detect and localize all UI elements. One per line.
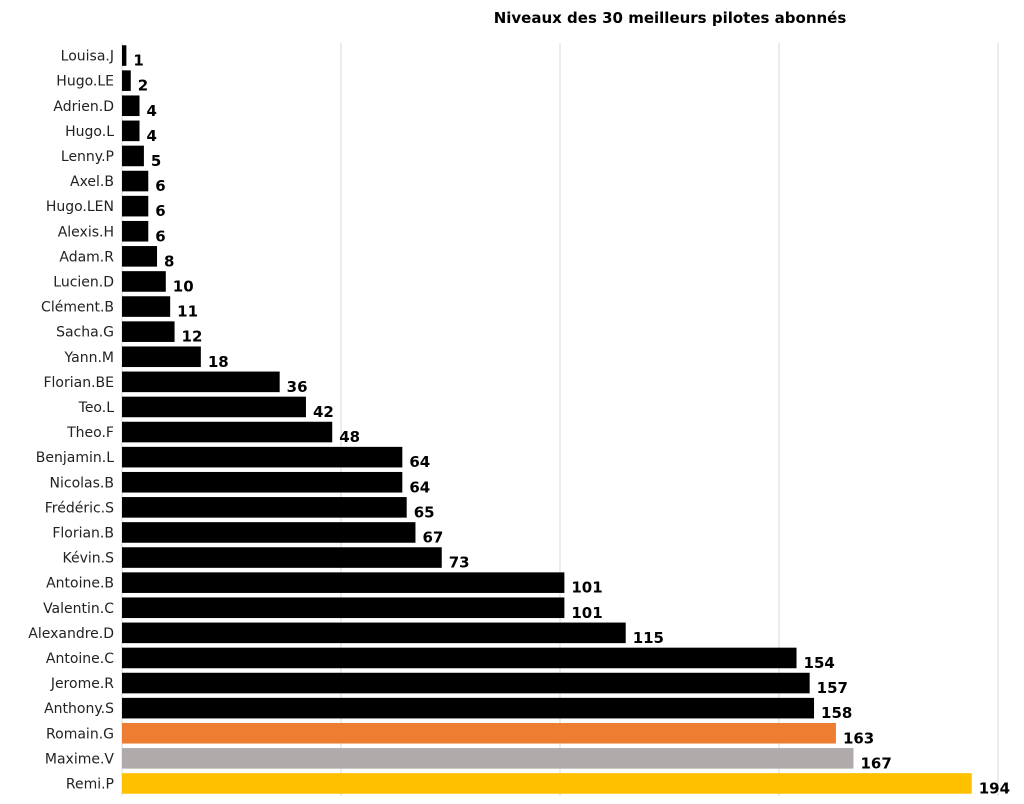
category-label: Alexis.H: [58, 224, 114, 240]
value-label: 157: [817, 679, 848, 697]
bar: [122, 572, 565, 593]
bar: [122, 421, 333, 443]
bar: [122, 446, 403, 468]
category-label: Lenny.P: [61, 149, 114, 165]
category-label: Kévin.S: [63, 551, 115, 567]
category-label: Teo.L: [78, 400, 115, 416]
value-label: 11: [177, 303, 198, 321]
bar: [122, 471, 403, 493]
category-label: Adrien.D: [53, 99, 114, 115]
bar: [122, 45, 127, 66]
bar: [122, 321, 175, 342]
value-label: 18: [208, 353, 229, 371]
value-label: 194: [979, 779, 1010, 797]
bar: [122, 773, 972, 794]
value-label: 48: [339, 428, 360, 446]
value-label: 8: [164, 252, 174, 270]
bar: [122, 346, 201, 368]
bar: [122, 647, 797, 669]
value-label: 6: [155, 227, 165, 245]
value-label: 64: [409, 453, 430, 471]
category-label: Florian.B: [52, 525, 114, 541]
category-label: Yann.M: [64, 350, 114, 366]
category-label: Benjamin.L: [36, 450, 114, 466]
value-label: 36: [287, 378, 308, 396]
bar: [122, 597, 565, 619]
category-label: Clément.B: [41, 300, 114, 316]
value-label: 167: [860, 754, 891, 772]
value-label: 4: [147, 102, 157, 120]
category-label: Valentin.C: [43, 601, 114, 617]
bar: [122, 722, 836, 744]
value-label: 4: [147, 127, 157, 145]
value-label: 154: [804, 654, 835, 672]
bar: [122, 145, 144, 167]
bar: [122, 396, 306, 418]
bar: [122, 220, 149, 242]
bar: [122, 271, 166, 292]
value-label: 163: [843, 729, 874, 747]
bar: [122, 95, 140, 117]
category-label: Hugo.L: [65, 124, 114, 140]
value-label: 2: [138, 77, 148, 95]
category-label: Remi.P: [66, 776, 114, 792]
value-label: 65: [414, 503, 435, 521]
bar: [122, 622, 626, 644]
bar: [122, 522, 416, 543]
category-label: Lucien.D: [53, 274, 114, 290]
bar: [122, 371, 280, 393]
category-label: Adam.R: [59, 249, 114, 265]
value-label: 5: [151, 152, 161, 170]
category-label: Hugo.LEN: [46, 199, 114, 215]
bar: [122, 547, 442, 568]
category-label: Anthony.S: [44, 701, 114, 717]
category-label: Louisa.J: [61, 49, 114, 65]
value-label: 115: [633, 629, 664, 647]
category-label: Alexandre.D: [28, 626, 114, 642]
category-label: Jerome.R: [50, 676, 114, 692]
bar: [122, 195, 149, 217]
category-label: Antoine.C: [46, 651, 114, 667]
category-label: Maxime.V: [45, 751, 115, 767]
value-label: 6: [155, 202, 165, 220]
value-label: 67: [422, 528, 443, 546]
value-label: 6: [155, 177, 165, 195]
category-label: Florian.BE: [43, 375, 114, 391]
bar: [122, 672, 810, 694]
category-label: Romain.G: [46, 726, 114, 742]
bar: [122, 296, 171, 317]
category-label: Theo.F: [66, 425, 114, 441]
category-label: Sacha.G: [56, 325, 114, 341]
value-label: 158: [821, 704, 852, 722]
value-label: 10: [173, 277, 194, 295]
value-label: 1: [133, 52, 143, 70]
bar: [122, 120, 140, 142]
category-label: Nicolas.B: [50, 475, 114, 491]
value-label: 12: [182, 328, 203, 346]
chart-title: Niveaux des 30 meilleurs pilotes abonnés: [494, 9, 847, 27]
category-label: Axel.B: [70, 174, 114, 190]
bar: [122, 170, 149, 192]
category-label: Frédéric.S: [45, 500, 114, 516]
bar: [122, 748, 854, 769]
bar: [122, 246, 158, 267]
value-label: 73: [449, 554, 470, 572]
bar: [122, 70, 131, 91]
bar: [122, 697, 815, 719]
value-label: 101: [571, 579, 602, 597]
category-label: Hugo.LE: [56, 74, 114, 90]
value-label: 42: [313, 403, 334, 421]
value-label: 64: [409, 478, 430, 496]
value-label: 101: [571, 604, 602, 622]
bar: [122, 497, 407, 518]
category-label: Antoine.B: [46, 576, 114, 592]
